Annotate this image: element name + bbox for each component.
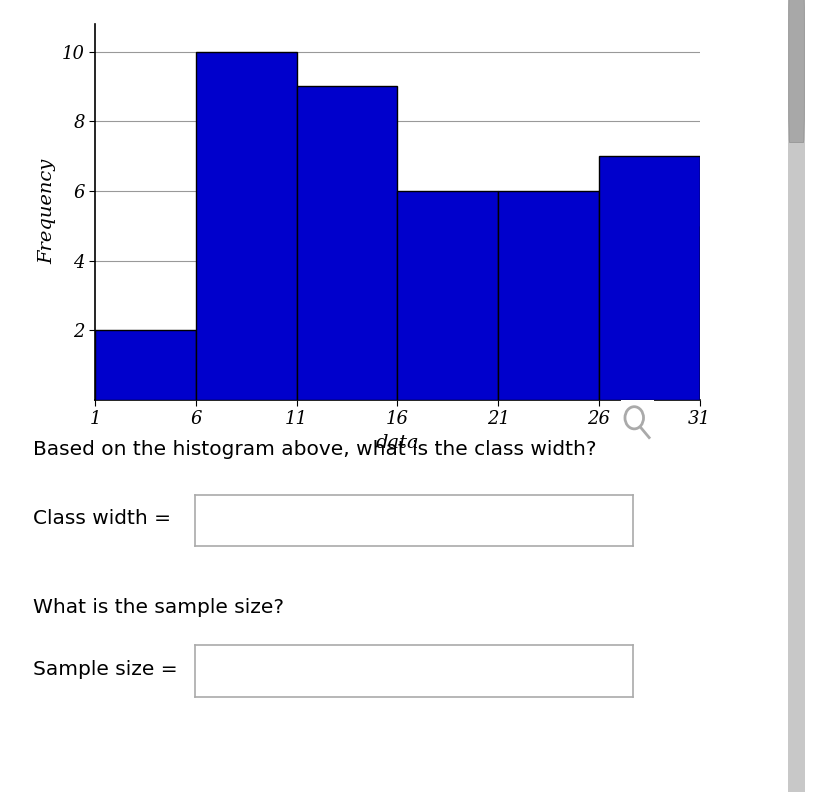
Bar [498, 191, 598, 400]
Text: Class width =: Class width = [33, 509, 171, 528]
X-axis label: data: data [375, 434, 418, 452]
Text: Sample size =: Sample size = [33, 660, 178, 679]
Text: What is the sample size?: What is the sample size? [33, 598, 284, 617]
Bar [699, 226, 800, 400]
Bar [296, 86, 397, 400]
FancyBboxPatch shape [788, 0, 803, 143]
Text: Based on the histogram above, what is the class width?: Based on the histogram above, what is th… [33, 440, 596, 459]
Bar [196, 51, 296, 400]
Bar [95, 330, 196, 400]
Y-axis label: Frequency: Frequency [38, 159, 56, 265]
Bar [397, 191, 498, 400]
Bar [598, 156, 699, 400]
